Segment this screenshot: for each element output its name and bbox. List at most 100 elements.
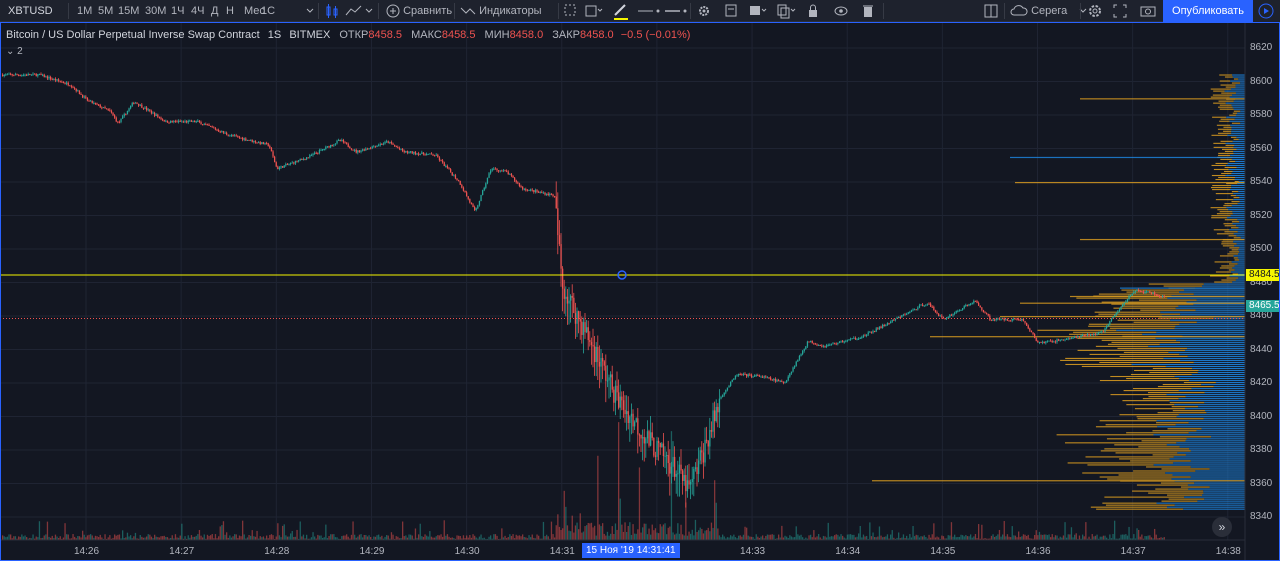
volume-bar	[410, 534, 412, 540]
hidden-indicators-toggle[interactable]: ⌄ 2	[6, 46, 23, 57]
volume-bar	[46, 521, 49, 540]
volume-bar	[862, 534, 865, 540]
vp-bar-buy	[1176, 442, 1245, 444]
interval-5m[interactable]: 5М	[98, 5, 114, 17]
symbol-search[interactable]: XBTUSD	[8, 5, 53, 17]
interval-week[interactable]: Мес	[244, 5, 265, 17]
copy-icon[interactable]	[776, 0, 796, 22]
volume-bar	[285, 535, 287, 540]
volume-bar	[984, 538, 986, 540]
interval-dropdown-icon[interactable]	[306, 0, 314, 22]
candle-body	[384, 141, 386, 144]
camera-icon[interactable]	[1140, 0, 1156, 22]
replay-button[interactable]	[1253, 0, 1280, 22]
eye-icon[interactable]	[833, 0, 849, 22]
volume-bar	[494, 534, 497, 540]
candle-body	[603, 361, 605, 366]
volume-bar	[288, 536, 290, 540]
fullscreen-icon[interactable]	[1113, 0, 1127, 22]
interval-1m[interactable]: 1М	[77, 5, 93, 17]
publish-button[interactable]: Опубликовать	[1163, 0, 1253, 22]
volume-bar	[1155, 534, 1157, 540]
volume-bar	[973, 536, 975, 540]
line-width-icon[interactable]	[664, 0, 688, 22]
interval-30m[interactable]: 30М	[145, 5, 167, 17]
vp-bar-buy	[1239, 221, 1245, 223]
candle-body	[400, 148, 402, 150]
volume-bar	[246, 537, 249, 540]
vp-bar-sell	[1228, 235, 1237, 237]
layout-name-button[interactable]: Серега	[1010, 0, 1088, 22]
top-toolbar: XBTUSD 1М 5М 15М 30М 1Ч 4Ч Д Н Мес 1С Ср…	[0, 0, 1280, 22]
line-style-icon[interactable]	[345, 0, 373, 22]
compare-button[interactable]: Сравнить	[386, 0, 452, 22]
volume-bar	[710, 522, 713, 540]
volume-bar	[1008, 536, 1010, 540]
volume-bar	[408, 534, 410, 540]
line-color-icon[interactable]	[637, 0, 661, 22]
candle-body	[21, 75, 23, 77]
brush-icon[interactable]	[612, 0, 630, 22]
template-icon[interactable]	[724, 0, 738, 22]
vp-bar-sell	[1137, 418, 1204, 420]
vp-bar-buy	[1204, 402, 1245, 404]
candle-body	[768, 377, 770, 379]
interval-day[interactable]: Д	[211, 5, 219, 17]
layout-icon[interactable]	[984, 0, 998, 22]
volume-bar	[688, 531, 690, 540]
interval-4d[interactable]: Н	[226, 5, 234, 17]
candle-body	[736, 375, 738, 377]
candle-body	[13, 75, 15, 77]
vp-bar-sell	[1133, 321, 1197, 323]
vp-bar-buy	[1238, 273, 1245, 275]
lock-icon[interactable]	[806, 0, 820, 22]
volume-bar	[334, 537, 337, 540]
vp-bar-buy	[1187, 355, 1245, 357]
candle-body	[82, 94, 84, 98]
candle-body	[83, 96, 85, 98]
interval-1h[interactable]: 1Ч	[171, 5, 185, 17]
symbol-description[interactable]: Bitcoin / US Dollar Perpetual Inverse Sw…	[6, 29, 260, 41]
volume-bar	[346, 534, 348, 540]
vp-bar-sell	[1172, 410, 1205, 412]
volume-bar	[587, 522, 589, 540]
volume-bar	[667, 527, 669, 540]
candle-body	[848, 339, 850, 341]
interval-month[interactable]: 1С	[261, 5, 276, 17]
price-chart[interactable]	[0, 22, 1280, 561]
volume-bar	[885, 536, 887, 540]
gear-icon[interactable]	[697, 0, 711, 22]
fill-icon[interactable]	[748, 0, 768, 22]
volume-bar	[22, 536, 25, 540]
settings-icon[interactable]	[1087, 0, 1103, 22]
volume-bar	[160, 536, 162, 540]
volume-bar	[27, 538, 29, 540]
candles-icon[interactable]	[325, 0, 339, 22]
interval-4h[interactable]: 4Ч	[191, 5, 205, 17]
candle-body	[574, 313, 577, 324]
candle-body	[1058, 339, 1060, 341]
candle-body	[254, 140, 257, 143]
indicators-button[interactable]: Индикаторы	[460, 0, 542, 22]
candle-body	[64, 83, 66, 85]
candle-body	[16, 74, 18, 76]
play-icon	[1258, 3, 1274, 19]
volume-bar	[56, 536, 58, 540]
volume-bar	[864, 536, 866, 540]
select-icon[interactable]	[563, 0, 577, 22]
trash-icon[interactable]	[861, 0, 875, 22]
candle-body	[445, 165, 447, 167]
candle-body	[544, 192, 546, 195]
volume-bar	[976, 538, 978, 540]
vp-bar-sell	[1123, 351, 1169, 353]
candle-body	[54, 78, 57, 81]
candle-body	[1125, 301, 1127, 303]
vp-bar-buy	[1160, 311, 1245, 313]
scroll-to-realtime-button[interactable]: »	[1212, 517, 1232, 537]
volume-bar	[11, 538, 13, 540]
select-area-icon[interactable]	[584, 0, 604, 22]
volume-bar	[451, 537, 453, 540]
interval-15m[interactable]: 15М	[118, 5, 140, 17]
volume-bar	[890, 534, 892, 540]
candle-body	[102, 107, 105, 109]
